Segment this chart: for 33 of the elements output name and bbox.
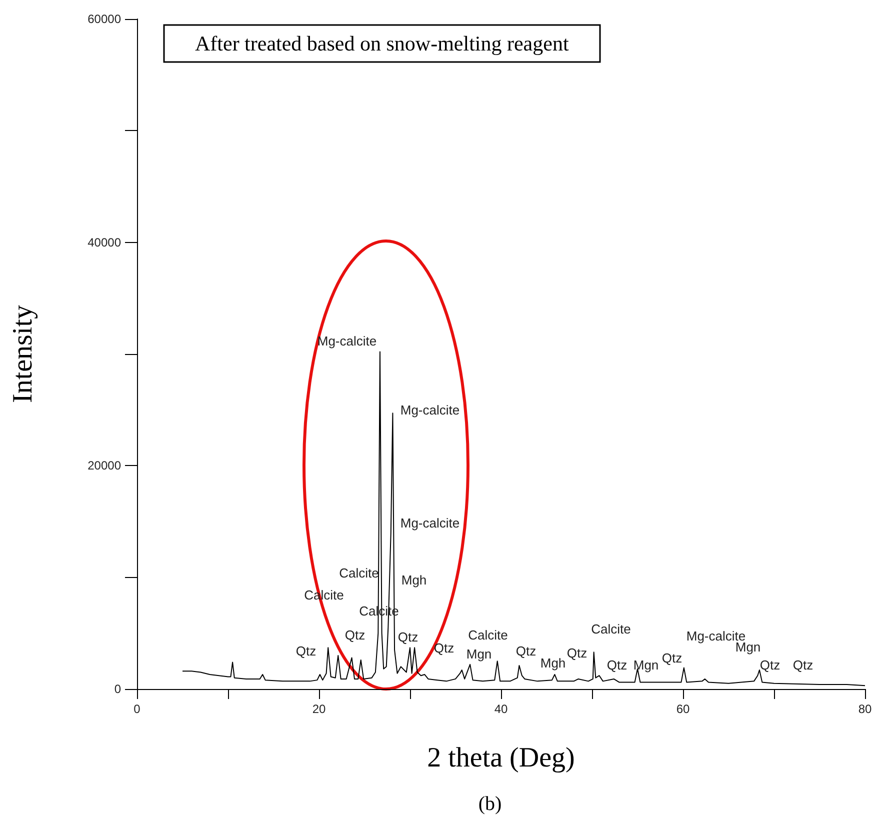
annotation: Qtz bbox=[398, 630, 418, 644]
y-tick-label: 0 bbox=[114, 682, 122, 696]
annotation: Calcite bbox=[468, 628, 508, 642]
annotation: Qtz bbox=[516, 644, 536, 658]
annotation: Mgh bbox=[540, 656, 566, 670]
y-tick-label: 20000 bbox=[88, 458, 122, 473]
annotation: Qtz bbox=[760, 658, 780, 672]
annotation: Calcite bbox=[591, 622, 631, 636]
annotation: Qtz bbox=[344, 628, 366, 642]
annotation: Qtz bbox=[662, 650, 682, 666]
y-tick-label: 40000 bbox=[88, 235, 122, 250]
y-tick-label: 60000 bbox=[88, 12, 122, 26]
annotation: Mg-calcite bbox=[400, 516, 460, 530]
annotation: Mgn bbox=[633, 658, 659, 672]
annotation: Mgh bbox=[401, 572, 427, 588]
text: After treated based on snow-melting reagent bbox=[195, 32, 569, 56]
annotation: Mgn bbox=[466, 646, 492, 662]
x-tick-label: 20 bbox=[312, 702, 326, 716]
y-axis-title: Intensity bbox=[8, 305, 38, 403]
x-axis-title: 2 theta (Deg) bbox=[427, 742, 575, 774]
x-tick-label: 80 bbox=[858, 702, 872, 716]
annotation: Qtz bbox=[566, 646, 588, 660]
x-tick-label: 40 bbox=[494, 702, 508, 716]
x-tick-label: 0 bbox=[134, 702, 141, 716]
text: (b) bbox=[478, 793, 502, 815]
annotation: Mg-calcite bbox=[400, 402, 460, 418]
x-tick-label: 60 bbox=[676, 702, 690, 716]
annotation: Qtz bbox=[296, 644, 316, 658]
annotation: Qtz bbox=[792, 658, 814, 672]
annotation: Qtz bbox=[434, 640, 454, 656]
annotation: Qtz bbox=[606, 658, 628, 672]
annotation: Mg-calcite bbox=[317, 334, 377, 348]
line-series bbox=[182, 351, 866, 686]
